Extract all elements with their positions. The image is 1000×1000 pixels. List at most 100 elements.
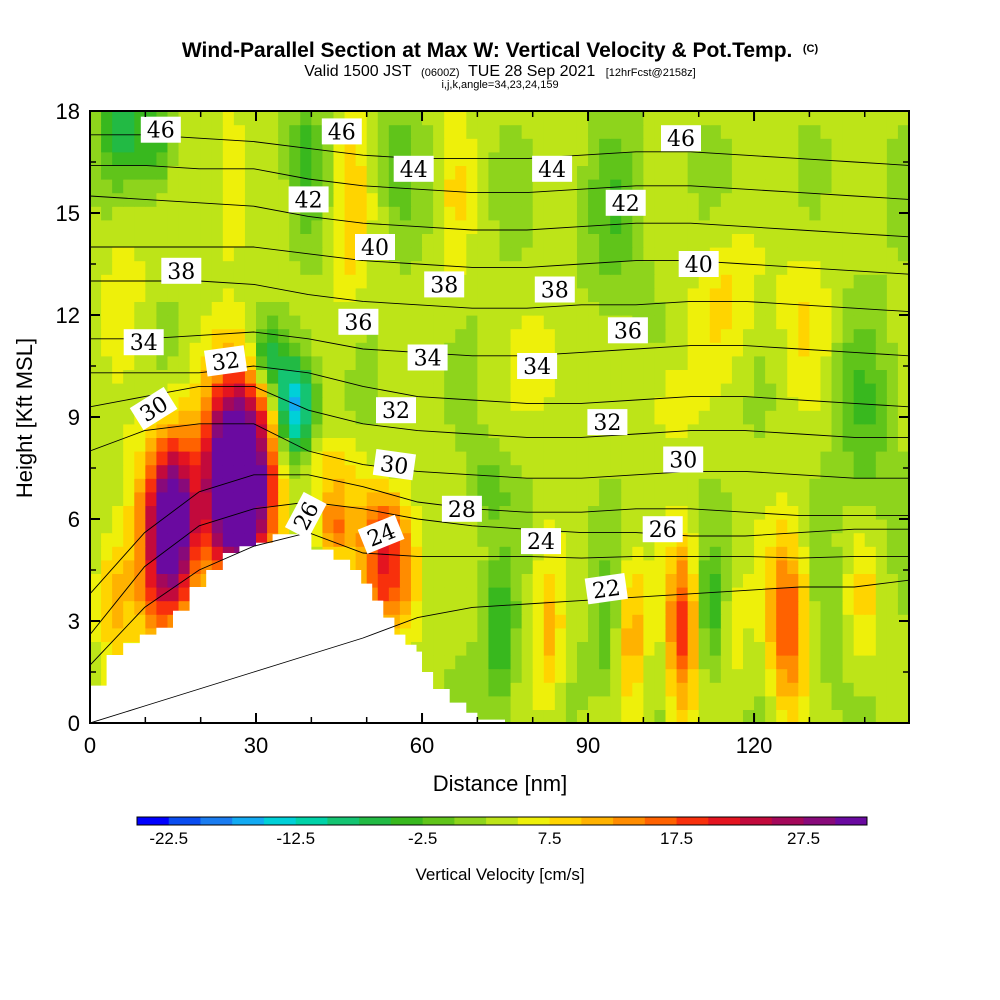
velocity-cell	[222, 437, 235, 452]
velocity-cell	[300, 396, 312, 411]
velocity-cell	[399, 138, 412, 153]
velocity-cell	[565, 546, 578, 561]
velocity-cell	[599, 491, 611, 506]
velocity-cell	[123, 206, 135, 221]
velocity-cell	[289, 151, 301, 166]
velocity-cell	[897, 668, 909, 683]
velocity-cell	[333, 151, 346, 166]
contour-label-box	[661, 125, 701, 152]
velocity-cell	[820, 247, 833, 262]
velocity-cell	[311, 219, 324, 234]
velocity-cell	[897, 519, 909, 534]
velocity-cell	[388, 219, 401, 234]
velocity-cell	[311, 342, 324, 357]
velocity-cell	[499, 165, 512, 180]
velocity-cell	[477, 410, 490, 425]
velocity-cell	[654, 165, 667, 180]
velocity-cell	[189, 124, 202, 139]
velocity-cell	[709, 342, 722, 357]
chart-title: Wind-Parallel Section at Max W: Vertical…	[182, 39, 793, 62]
velocity-cell	[433, 219, 445, 234]
velocity-cell	[765, 165, 777, 180]
velocity-cell	[112, 301, 124, 316]
velocity-cell	[776, 206, 788, 221]
velocity-cell	[720, 682, 733, 697]
velocity-cell	[897, 695, 909, 710]
velocity-cell	[720, 260, 733, 275]
velocity-cell	[388, 138, 401, 153]
velocity-cell	[687, 328, 700, 343]
velocity-cell	[377, 423, 390, 438]
velocity-cell	[576, 559, 589, 574]
velocity-cell	[267, 192, 279, 207]
velocity-cell	[90, 165, 102, 180]
velocity-cell	[742, 451, 755, 466]
velocity-cell	[643, 600, 656, 615]
velocity-cell	[278, 206, 290, 221]
velocity-cell	[875, 111, 888, 126]
velocity-cell	[112, 287, 124, 302]
velocity-cell	[256, 233, 268, 248]
velocity-cell	[521, 614, 534, 629]
velocity-cell	[809, 274, 822, 289]
velocity-cell	[488, 206, 501, 221]
velocity-cell	[278, 247, 290, 262]
velocity-cell	[621, 247, 633, 262]
velocity-cell	[709, 682, 722, 697]
velocity-cell	[256, 328, 268, 343]
velocity-cell	[123, 423, 135, 438]
velocity-cell	[233, 315, 246, 330]
velocity-cell	[588, 559, 600, 574]
velocity-cell	[610, 274, 622, 289]
velocity-cell	[233, 532, 246, 547]
velocity-cell	[311, 396, 324, 411]
velocity-cell	[831, 301, 844, 316]
velocity-cell	[178, 315, 191, 330]
velocity-cell	[709, 151, 722, 166]
velocity-cell	[875, 491, 888, 506]
velocity-cell	[410, 587, 423, 602]
velocity-cell	[466, 369, 478, 384]
velocity-cell	[311, 151, 324, 166]
velocity-cell	[455, 342, 467, 357]
velocity-cell	[831, 709, 844, 723]
velocity-cell	[864, 355, 877, 370]
velocity-cell	[222, 124, 235, 139]
colorbar-swatch	[549, 817, 582, 825]
velocity-cell	[233, 274, 246, 289]
velocity-cell	[278, 287, 290, 302]
velocity-cell	[831, 247, 844, 262]
velocity-cell	[410, 301, 423, 316]
velocity-cell	[422, 315, 434, 330]
velocity-cell	[499, 369, 512, 384]
velocity-cell	[256, 451, 268, 466]
velocity-cell	[897, 138, 909, 153]
colorbar-tick-label: 17.5	[660, 829, 693, 848]
velocity-cell	[698, 505, 711, 520]
velocity-cell	[654, 301, 667, 316]
velocity-cell	[521, 464, 534, 479]
velocity-cell	[720, 342, 733, 357]
velocity-cell	[864, 505, 877, 520]
velocity-cell	[289, 233, 301, 248]
velocity-cell	[798, 505, 810, 520]
velocity-cell	[665, 682, 678, 697]
velocity-cell	[256, 505, 268, 520]
velocity-cell	[311, 111, 324, 126]
velocity-cell	[864, 192, 877, 207]
velocity-cell	[200, 315, 213, 330]
velocity-cell	[499, 342, 512, 357]
velocity-cell	[256, 151, 268, 166]
velocity-cell	[344, 328, 357, 343]
velocity-cell	[278, 151, 290, 166]
velocity-cell	[433, 505, 445, 520]
velocity-cell	[399, 614, 412, 629]
velocity-cell	[875, 192, 888, 207]
velocity-cell	[654, 192, 667, 207]
velocity-cell	[643, 682, 656, 697]
velocity-cell	[211, 179, 224, 194]
velocity-cell	[278, 342, 290, 357]
velocity-cell	[444, 355, 456, 370]
velocity-cell	[145, 519, 158, 534]
velocity-cell	[322, 151, 335, 166]
